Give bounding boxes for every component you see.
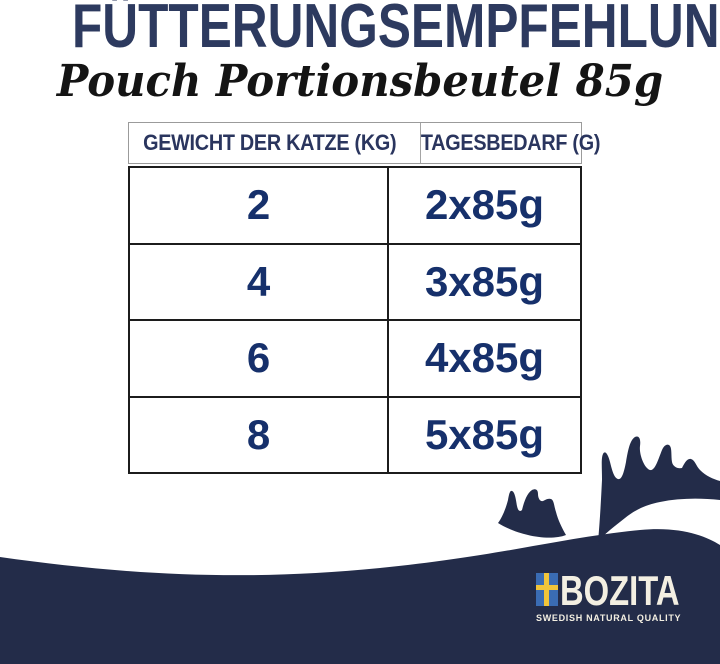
cell-daily-need: 3x85g	[387, 244, 580, 319]
bozita-logo-row: BOZITA	[536, 567, 686, 614]
cell-daily-need: 2x85g	[387, 168, 580, 243]
brand-name: BOZITA	[560, 567, 680, 614]
footer-wave-graphic	[0, 436, 720, 664]
feeding-table-header-row: GEWICHT DER KATZE (KG) TAGESBEDARF (G)	[128, 122, 601, 164]
table-header-cat-weight: GEWICHT DER KATZE (KG)	[143, 130, 397, 155]
brand-tagline: SWEDISH NATURAL QUALITY	[536, 613, 682, 623]
feeding-table-body: 2 2x85g 4 3x85g 6 4x85g 8 5x85g	[128, 166, 582, 474]
page-title: FÜTTERUNGSEMPFEHLUNG	[72, 0, 720, 61]
moose-antlers-icon	[498, 489, 566, 538]
cell-weight: 4	[246, 257, 271, 305]
swedish-flag-icon	[536, 573, 558, 606]
moose-antlers-icon	[598, 436, 720, 542]
table-header-daily-need: TAGESBEDARF (G)	[420, 123, 601, 163]
table-row: 6 4x85g	[130, 321, 580, 398]
cell-weight: 6	[246, 334, 271, 382]
cell-weight: 2	[246, 181, 271, 229]
table-row: 2 2x85g	[130, 168, 580, 245]
feeding-table: GEWICHT DER KATZE (KG) TAGESBEDARF (G) 2…	[128, 122, 601, 474]
wave-shape	[0, 529, 720, 664]
table-row: 8 5x85g	[130, 397, 580, 472]
cell-daily-need: 4x85g	[387, 321, 580, 396]
table-row: 4 3x85g	[130, 244, 580, 321]
cell-weight: 8	[246, 410, 271, 458]
flag-cross-horizontal	[536, 585, 558, 590]
page-subtitle: Pouch Portionsbeutel 85g	[56, 56, 664, 107]
bozita-logo: BOZITA SWEDISH NATURAL QUALITY	[536, 567, 686, 623]
cell-daily-need: 5x85g	[387, 397, 580, 472]
